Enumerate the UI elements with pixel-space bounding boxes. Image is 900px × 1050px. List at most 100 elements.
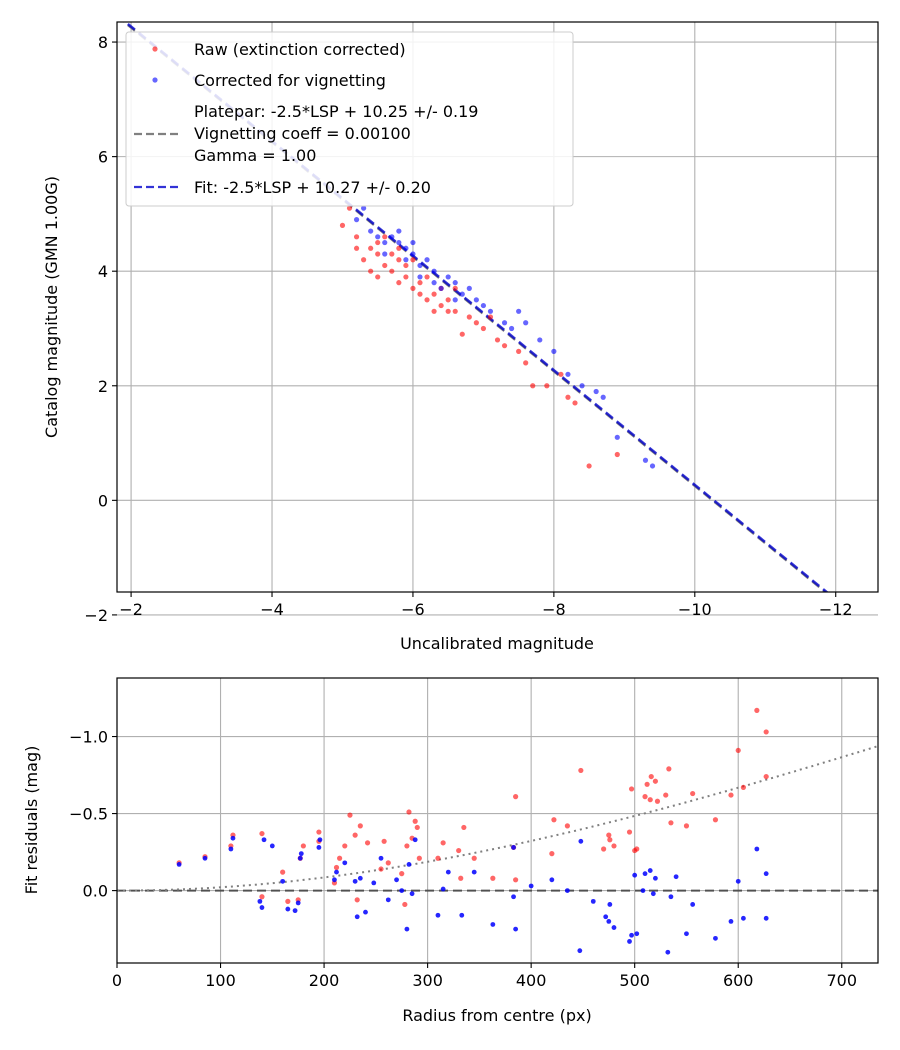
corrected-point [593, 388, 599, 395]
corrected-residual-point [611, 925, 617, 930]
corrected-residual-point [342, 860, 348, 866]
raw-residual-point [402, 901, 408, 908]
top-ticks: −2 −4 −6 −8 −10 −12 −2 0 2 4 6 8 [84, 33, 852, 625]
top-x-tick-label: −12 [819, 600, 853, 619]
corrected-point [438, 285, 444, 291]
corrected-residual-point [632, 872, 638, 878]
corrected-residual-point [629, 932, 634, 938]
raw-point [459, 331, 465, 337]
corrected-point [480, 302, 487, 309]
raw-residual-point [471, 855, 477, 861]
raw-point [438, 302, 444, 309]
corrected-residual-point [459, 912, 465, 918]
raw-residual-point [416, 855, 422, 861]
corrected-residual-point [298, 851, 304, 857]
corrected-residual-point [292, 908, 298, 914]
corrected-point [368, 228, 374, 234]
corrected-residual-point [371, 880, 377, 886]
top-y-tick-label: 2 [98, 377, 108, 396]
raw-point [424, 297, 430, 303]
corrected-residual-point [511, 894, 516, 900]
corrected-residual-point [297, 855, 303, 861]
bottom-x-tick-label: 700 [826, 971, 857, 990]
top-points [339, 205, 656, 469]
raw-residual-point [333, 864, 340, 871]
raw-residual-point [259, 830, 265, 837]
corrected-residual-point [409, 891, 415, 897]
corrected-residual-point [176, 862, 182, 867]
corrected-residual-point [549, 877, 555, 883]
corrected-residual-point [357, 875, 363, 881]
top-y-axis-label: Catalog magnitude (GMN 1.00G) [42, 176, 61, 438]
raw-point [382, 262, 388, 269]
corrected-residual-point [295, 900, 301, 906]
raw-point [572, 400, 578, 406]
raw-residual-point [626, 829, 633, 835]
legend-corrected-label: Corrected for vignetting [194, 71, 386, 90]
raw-point [396, 257, 402, 263]
raw-residual-point [578, 767, 584, 774]
raw-residual-point [564, 823, 570, 829]
raw-residual-point [712, 817, 719, 823]
corrected-point [382, 251, 388, 257]
raw-residual-point [316, 829, 322, 835]
legend-platepar-line-1: Platepar: -2.5*LSP + 10.25 +/- 0.19 [194, 102, 478, 121]
raw-residual-point [607, 837, 613, 843]
corrected-residual-point [607, 902, 613, 907]
corrected-point [452, 297, 458, 303]
top-frame [116, 21, 879, 593]
raw-residual-point [285, 898, 291, 904]
raw-point [487, 314, 494, 320]
corrected-residual-point [603, 914, 609, 920]
top-x-tick-label: −10 [678, 600, 712, 619]
corrected-residual-point [713, 935, 718, 941]
top-x-tick-label: −6 [401, 600, 425, 619]
bottom-x-tick-label: 300 [412, 971, 443, 990]
raw-residual-point [399, 871, 405, 877]
raw-residual-point [668, 820, 674, 826]
bottom-points [176, 707, 769, 955]
raw-point [523, 360, 529, 366]
raw-residual-point [385, 860, 391, 866]
corrected-residual-point [741, 915, 746, 921]
raw-point [544, 383, 550, 389]
raw-point [368, 245, 374, 251]
bottom-x-axis-label: Radius from centre (px) [402, 1006, 591, 1025]
raw-residual-point [347, 812, 353, 818]
corrected-residual-point [513, 926, 519, 932]
top-y-tick-label: −2 [84, 606, 108, 625]
raw-residual-point [683, 823, 690, 829]
raw-residual-point [652, 778, 658, 784]
corrected-residual-point [317, 837, 323, 843]
raw-residual-point [456, 847, 462, 854]
raw-point [353, 245, 360, 251]
raw-residual-point [663, 792, 669, 798]
corrected-residual-point [763, 871, 769, 877]
corrected-point [375, 234, 381, 240]
raw-point [339, 222, 346, 228]
vignetting-model-curve [117, 745, 878, 892]
raw-residual-point [342, 843, 348, 849]
corrected-residual-point [230, 835, 236, 841]
bottom-y-axis-label: Fit residuals (mag) [22, 746, 41, 895]
corrected-point [516, 308, 522, 314]
corrected-residual-point [412, 837, 418, 843]
raw-residual-point [634, 846, 640, 852]
bottom-frame [116, 677, 879, 964]
legend-corrected-marker [152, 77, 158, 83]
corrected-residual-point [528, 883, 534, 889]
corrected-point [431, 268, 437, 274]
corrected-residual-point [285, 906, 291, 912]
corrected-point [396, 228, 402, 234]
corrected-point [523, 320, 529, 326]
corrected-point [403, 245, 409, 251]
raw-point [417, 280, 423, 286]
raw-point [410, 285, 416, 291]
raw-residual-point [354, 897, 360, 903]
corrected-residual-point [440, 886, 446, 892]
corrected-residual-point [385, 897, 391, 903]
corrected-point [537, 337, 543, 343]
bottom-y-tick-label: 0.0 [83, 882, 108, 901]
bottom-x-tick-label: 200 [309, 971, 340, 990]
bottom-x-tick-label: 0 [112, 971, 122, 990]
